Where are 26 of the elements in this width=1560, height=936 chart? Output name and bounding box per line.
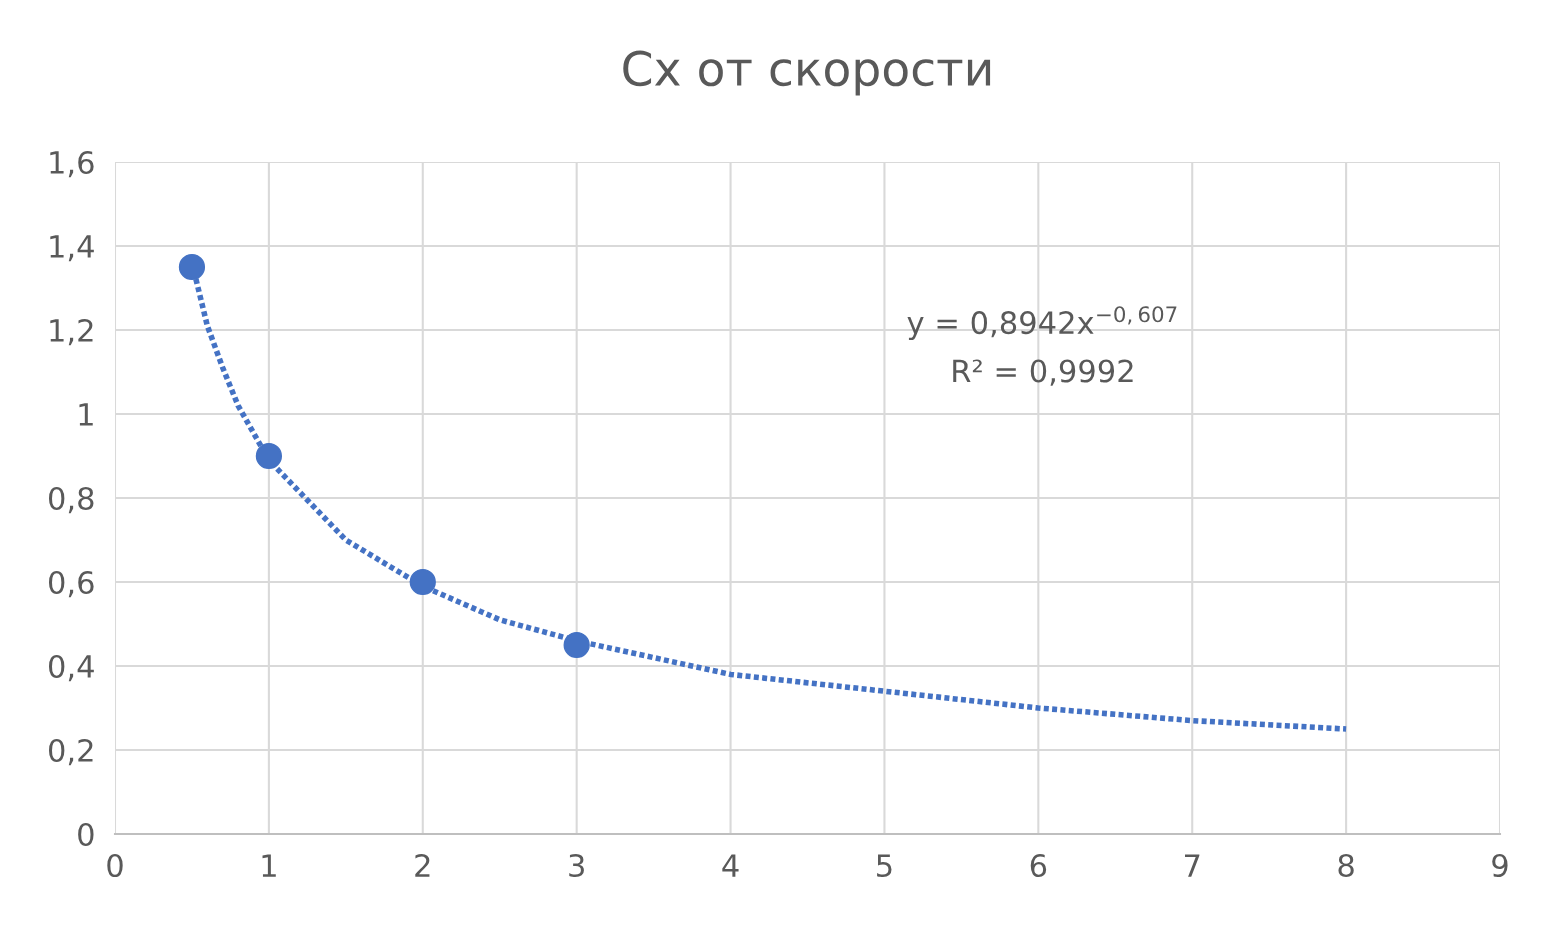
y-tick-label: 1,4 — [50, 235, 94, 262]
y-tick-label: 0,2 — [48, 738, 93, 766]
point — [409, 568, 436, 596]
x-tick-label: 2 — [415, 853, 430, 877]
x-tick-label: 5 — [877, 854, 892, 878]
annotation: R² = 0,9992 — [953, 359, 1133, 386]
y-tick-label: 1 — [79, 403, 93, 426]
y-tick-label: 0,6 — [48, 570, 94, 598]
y-tick-label: 0,8 — [48, 486, 94, 514]
point — [563, 631, 590, 659]
point — [178, 253, 206, 281]
x-tick-label: 8 — [1338, 853, 1354, 878]
y-tick-label: 0 — [78, 822, 94, 847]
y-tick-label: 1,2 — [50, 318, 93, 346]
x-tick-label: 3 — [569, 853, 584, 878]
x-tick-label: 0 — [107, 853, 123, 878]
x-tick-label: 4 — [722, 854, 739, 877]
x-tick-label: 9 — [1492, 853, 1508, 878]
chart-title: Сх от скорости — [623, 50, 991, 96]
x-tick-label: 6 — [1030, 853, 1047, 878]
annotation: y = 0,8942x$^{−0,607}$ — [907, 306, 1177, 341]
x-tick-label: 7 — [1185, 854, 1200, 877]
y-tick-label: 1,6 — [50, 150, 94, 178]
y-tick-label: 0,4 — [48, 654, 94, 682]
x-tick-label: 1 — [262, 854, 276, 877]
point — [255, 442, 283, 470]
